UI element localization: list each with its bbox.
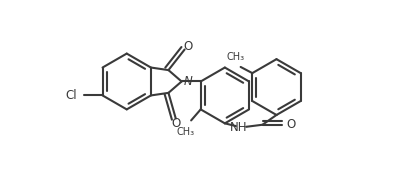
Text: O: O [171, 117, 180, 130]
Text: Cl: Cl [65, 89, 77, 102]
Text: O: O [183, 40, 192, 53]
Text: CH₃: CH₃ [226, 52, 244, 62]
Text: CH₃: CH₃ [177, 127, 195, 137]
Text: NH: NH [230, 121, 248, 134]
Text: N: N [184, 75, 193, 88]
Text: O: O [286, 117, 296, 130]
